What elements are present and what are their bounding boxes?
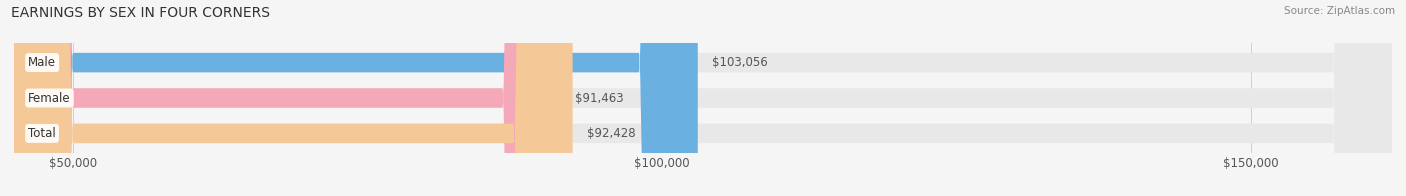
Text: Source: ZipAtlas.com: Source: ZipAtlas.com bbox=[1284, 6, 1395, 16]
Text: $103,056: $103,056 bbox=[711, 56, 768, 69]
FancyBboxPatch shape bbox=[14, 0, 561, 196]
Text: Total: Total bbox=[28, 127, 56, 140]
Text: Female: Female bbox=[28, 92, 70, 104]
FancyBboxPatch shape bbox=[14, 0, 1392, 196]
Text: $92,428: $92,428 bbox=[586, 127, 636, 140]
Text: EARNINGS BY SEX IN FOUR CORNERS: EARNINGS BY SEX IN FOUR CORNERS bbox=[11, 6, 270, 20]
FancyBboxPatch shape bbox=[14, 0, 1392, 196]
Text: $91,463: $91,463 bbox=[575, 92, 624, 104]
FancyBboxPatch shape bbox=[14, 0, 697, 196]
FancyBboxPatch shape bbox=[14, 0, 1392, 196]
FancyBboxPatch shape bbox=[14, 0, 572, 196]
Text: Male: Male bbox=[28, 56, 56, 69]
